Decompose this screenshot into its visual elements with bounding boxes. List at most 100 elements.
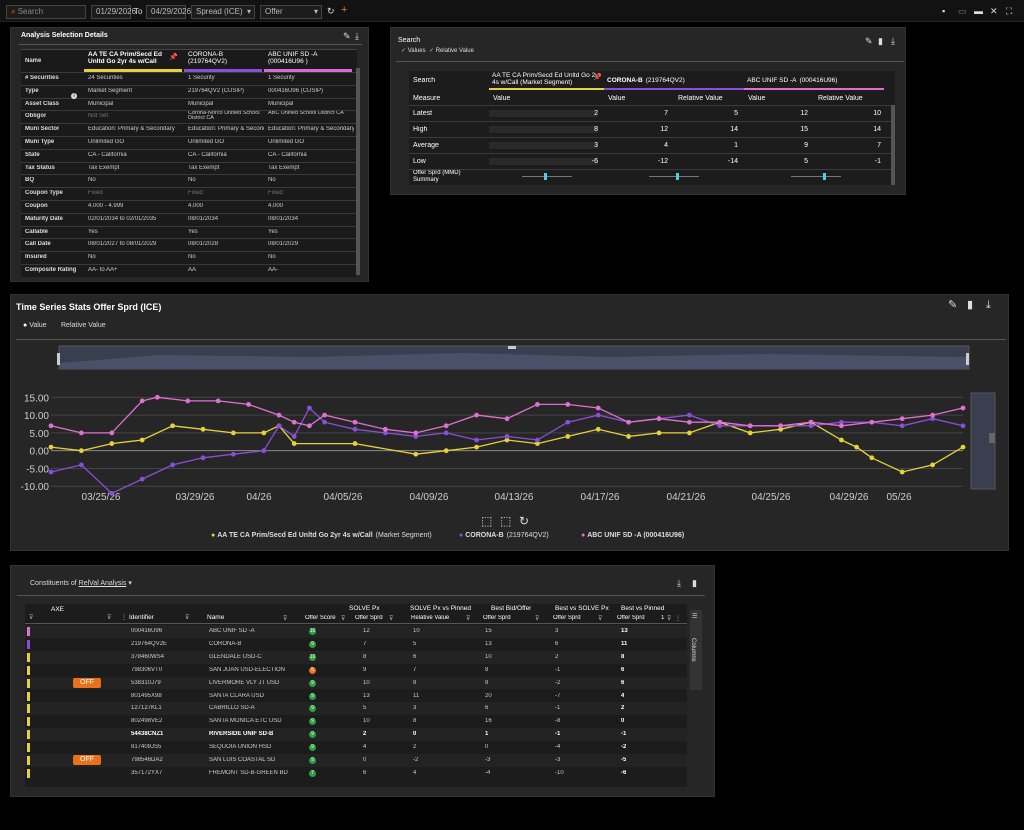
data-point[interactable] bbox=[307, 423, 312, 429]
data-point[interactable] bbox=[839, 419, 844, 425]
download-icon[interactable]: ⤓ bbox=[986, 299, 991, 311]
data-point[interactable] bbox=[535, 402, 540, 407]
identifier-cell[interactable]: 127127KL1 bbox=[131, 705, 162, 712]
filter-icon[interactable]: ⊽ bbox=[535, 616, 540, 622]
data-point[interactable] bbox=[687, 430, 692, 436]
data-point[interactable] bbox=[869, 419, 875, 425]
table-row[interactable]: 357172YX7 FREMONT SD-B-GREEN BD 7 6 4 -4 -10 -6 bbox=[25, 766, 687, 780]
table-row[interactable]: 817409JS5 SEQUOIA UNION HSD 9 4 2 0 -4 -2 bbox=[25, 741, 687, 754]
data-point[interactable] bbox=[109, 430, 115, 436]
data-point[interactable] bbox=[170, 423, 176, 429]
value-radio[interactable]: ● Value bbox=[23, 322, 47, 329]
data-point[interactable] bbox=[565, 419, 571, 425]
data-point[interactable] bbox=[413, 434, 419, 439]
data-point[interactable] bbox=[960, 423, 966, 429]
data-point[interactable] bbox=[595, 412, 601, 418]
data-point[interactable] bbox=[717, 419, 723, 425]
pin-icon[interactable]: 📌 bbox=[169, 54, 178, 61]
data-point[interactable] bbox=[474, 444, 479, 450]
refresh-icon[interactable]: ↻ bbox=[327, 6, 335, 16]
filter-icon[interactable]: ⊽ bbox=[667, 616, 672, 622]
columns-sidebar[interactable]: ☰ Columns bbox=[690, 610, 702, 690]
data-point[interactable] bbox=[474, 412, 479, 418]
edit-icon[interactable]: ✎ bbox=[865, 36, 873, 46]
data-point[interactable] bbox=[48, 423, 54, 429]
data-point[interactable] bbox=[79, 462, 84, 468]
axe-off-badge[interactable]: OFF bbox=[73, 677, 101, 688]
delete-icon[interactable]: ▮ bbox=[878, 36, 883, 46]
data-point[interactable] bbox=[413, 430, 419, 436]
data-point[interactable] bbox=[139, 437, 145, 443]
chevron-down-icon[interactable]: ▾ bbox=[128, 580, 132, 587]
data-point[interactable] bbox=[687, 419, 692, 425]
reset-zoom-icon[interactable]: ↻ bbox=[519, 514, 529, 528]
data-point[interactable] bbox=[48, 469, 54, 475]
table-row[interactable]: OFF 798546DA2 SAN LUIS COASTAL SD 9 0 -2 -3 -3 -… bbox=[25, 754, 687, 767]
table-row[interactable]: OFF 538310J79 LIVERMORE VLY JT USD 9 10 8 8 -2 6 bbox=[25, 676, 687, 690]
data-point[interactable] bbox=[839, 423, 844, 429]
data-point[interactable] bbox=[291, 434, 297, 439]
brush-icon[interactable]: ✎ bbox=[343, 31, 351, 41]
data-point[interactable] bbox=[504, 437, 510, 443]
data-point[interactable] bbox=[565, 402, 571, 407]
data-point[interactable] bbox=[747, 423, 753, 429]
identifier-cell[interactable]: 801495X98 bbox=[131, 692, 162, 699]
table-row[interactable]: 798306VT0 SAN JUAN USD-ELECTION 5 9 7 8 -1 6 bbox=[25, 663, 687, 677]
pin-icon[interactable]: 📌 bbox=[593, 74, 602, 81]
data-point[interactable] bbox=[155, 394, 160, 400]
table-row[interactable]: 378460WS4 GLENDALE USD-C 10 8 6 10 2 8 bbox=[25, 650, 687, 664]
data-point[interactable] bbox=[79, 430, 84, 436]
data-point[interactable] bbox=[79, 448, 84, 454]
delete-icon[interactable]: ▮ bbox=[692, 578, 697, 588]
data-point[interactable] bbox=[185, 398, 191, 404]
side-select[interactable]: Offer ▾ bbox=[260, 5, 322, 19]
filter-icon[interactable]: ⊽ bbox=[107, 615, 112, 621]
close-icon[interactable]: ✕ bbox=[990, 6, 998, 16]
identifier-cell[interactable]: 357172YX7 bbox=[131, 769, 163, 776]
identifier-cell[interactable]: 538310J79 bbox=[131, 679, 161, 686]
to-date-input[interactable]: 04/29/2026 bbox=[146, 5, 191, 19]
data-point[interactable] bbox=[276, 423, 282, 429]
data-point[interactable] bbox=[474, 437, 479, 443]
filter-icon[interactable]: ⊽ bbox=[466, 616, 471, 622]
data-point[interactable] bbox=[291, 419, 297, 425]
data-point[interactable] bbox=[231, 451, 236, 457]
data-point[interactable] bbox=[200, 426, 206, 432]
data-point[interactable] bbox=[383, 426, 388, 432]
data-point[interactable] bbox=[808, 423, 814, 429]
data-point[interactable] bbox=[535, 441, 540, 446]
data-point[interactable] bbox=[899, 469, 905, 475]
data-point[interactable] bbox=[352, 426, 358, 432]
data-point[interactable] bbox=[231, 430, 236, 436]
data-point[interactable] bbox=[200, 455, 206, 461]
measure-select[interactable]: Spread (ICE) ▾ bbox=[191, 5, 255, 19]
data-point[interactable] bbox=[139, 398, 145, 404]
data-point[interactable] bbox=[170, 462, 176, 468]
identifier-cell[interactable]: 54438CNZ1 bbox=[131, 731, 164, 738]
data-point[interactable] bbox=[261, 430, 267, 436]
save-as-icon[interactable]: ▭ bbox=[958, 6, 967, 16]
data-point[interactable] bbox=[535, 437, 540, 443]
sort-indicator[interactable]: 1 bbox=[661, 615, 665, 621]
data-point[interactable] bbox=[778, 423, 783, 429]
data-point[interactable] bbox=[443, 423, 449, 429]
edit-icon[interactable]: ✎ bbox=[948, 299, 958, 311]
save-icon[interactable]: ▪ bbox=[942, 6, 946, 16]
data-point[interactable] bbox=[215, 398, 221, 404]
data-point[interactable] bbox=[930, 462, 935, 468]
data-point[interactable] bbox=[504, 434, 510, 439]
table-row[interactable]: 219764QV2E CORONA-B 9 7 5 13 6 11 bbox=[25, 637, 687, 651]
download-icon[interactable]: ⤓ bbox=[677, 578, 681, 588]
data-point[interactable] bbox=[687, 412, 692, 418]
download-icon[interactable]: ⤓ bbox=[355, 31, 359, 41]
filter-icon[interactable]: ⊽ bbox=[598, 616, 603, 622]
table-row[interactable]: 801495X98 SANTA CLARA USD 9 13 11 20 -7 4 bbox=[25, 689, 687, 703]
data-point[interactable] bbox=[626, 434, 631, 439]
table-row[interactable]: 000416U96 ABC UNIF SD -A 10 12 10 15 3 13 bbox=[25, 625, 687, 638]
data-point[interactable] bbox=[899, 416, 905, 422]
table-row[interactable]: 802498VE2 SANTA MONICA ETC USD 9 10 8 16 -8 0 bbox=[25, 715, 687, 729]
navigator-handle-left[interactable] bbox=[57, 353, 60, 365]
scrollbar[interactable] bbox=[891, 105, 895, 185]
data-point[interactable] bbox=[504, 416, 510, 422]
data-point[interactable] bbox=[48, 444, 54, 450]
